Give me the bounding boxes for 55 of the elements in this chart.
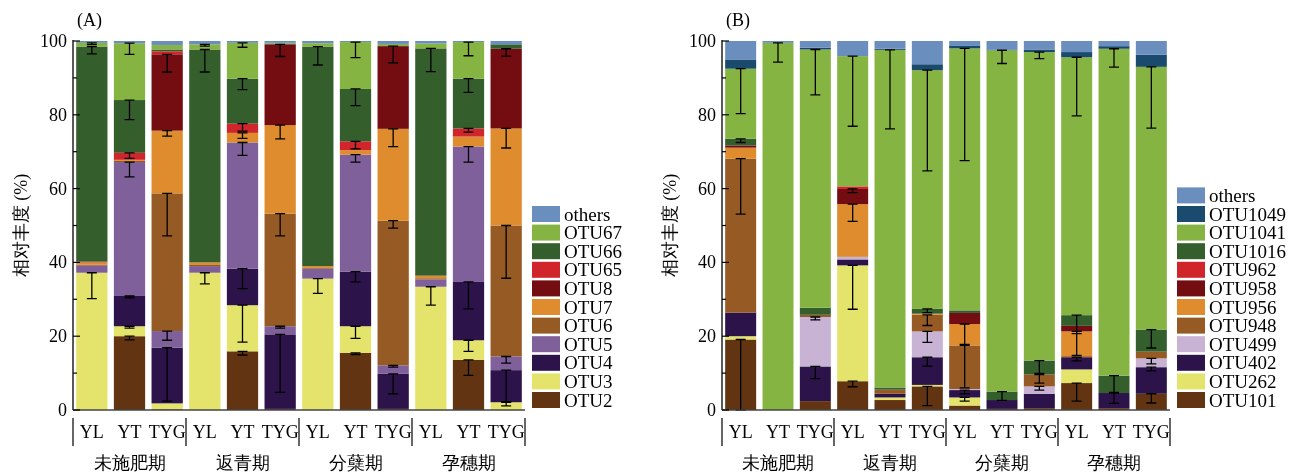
x-tick-label: YL xyxy=(192,422,217,442)
x-tick-label: YT xyxy=(1102,422,1126,442)
y-tick-label: 80 xyxy=(49,104,67,125)
x-tick-label: TYG xyxy=(261,422,299,442)
x-tick-label: YT xyxy=(117,422,142,442)
x-tick-label: YL xyxy=(1064,422,1089,442)
legend-label: OTU956 xyxy=(1209,296,1277,318)
legend-label: OTU101 xyxy=(1209,389,1277,411)
y-tick-label: 40 xyxy=(698,252,716,273)
x-tick-label: YL xyxy=(418,422,443,442)
legend-label: OTU7 xyxy=(564,296,613,318)
text: 分蘖期 xyxy=(328,453,383,473)
x-tick-label: YT xyxy=(766,422,790,442)
legend-label: OTU1049 xyxy=(1209,203,1287,225)
text: 返青期 xyxy=(215,453,270,473)
legend-label: others xyxy=(1209,184,1256,206)
x-tick-label: TYG xyxy=(908,422,946,442)
y-tick-label: 0 xyxy=(707,400,716,420)
text: 孕穗期 xyxy=(441,453,496,473)
x-tick-label: TYG xyxy=(796,422,834,442)
x-tick-label: YT xyxy=(343,422,368,442)
y-tick-label: 100 xyxy=(40,31,67,51)
chart-title: (A) xyxy=(77,10,102,31)
y-axis-title: 相对丰度 (%) xyxy=(660,173,681,278)
legend-label: OTU2 xyxy=(564,389,613,411)
x-tick-label: TYG xyxy=(148,422,186,442)
y-tick-label: 20 xyxy=(49,326,67,347)
y-tick-label: 60 xyxy=(698,178,716,199)
x-tick-label: YL xyxy=(840,422,865,442)
legend-label: others xyxy=(564,203,611,225)
text: 未施肥期 xyxy=(93,453,166,473)
x-tick-label: TYG xyxy=(487,422,525,442)
y-tick-label: 0 xyxy=(58,400,67,420)
text: 分蘖期 xyxy=(975,453,1029,473)
x-tick-label: TYG xyxy=(1132,422,1170,442)
x-tick-label: YL xyxy=(728,422,753,442)
x-tick-label: TYG xyxy=(374,422,412,442)
y-tick-label: 80 xyxy=(698,104,716,125)
text: 返青期 xyxy=(863,453,917,473)
y-tick-label: 60 xyxy=(49,178,67,199)
x-tick-label: YL xyxy=(952,422,977,442)
x-tick-label: YL xyxy=(305,422,330,442)
y-tick-label: 20 xyxy=(698,326,716,347)
x-tick-label: TYG xyxy=(1020,422,1058,442)
x-tick-label: YL xyxy=(79,422,104,442)
y-tick-label: 100 xyxy=(689,31,716,51)
text: 孕穗期 xyxy=(1087,453,1141,473)
x-tick-label: YT xyxy=(990,422,1014,442)
x-tick-label: YT xyxy=(878,422,902,442)
x-tick-label: YT xyxy=(456,422,481,442)
y-tick-label: 40 xyxy=(49,252,67,273)
text: 未施肥期 xyxy=(742,453,814,473)
y-axis-title: 相对丰度 (%) xyxy=(11,173,32,278)
chart-title: (B) xyxy=(726,10,750,31)
x-tick-label: YT xyxy=(230,422,255,442)
